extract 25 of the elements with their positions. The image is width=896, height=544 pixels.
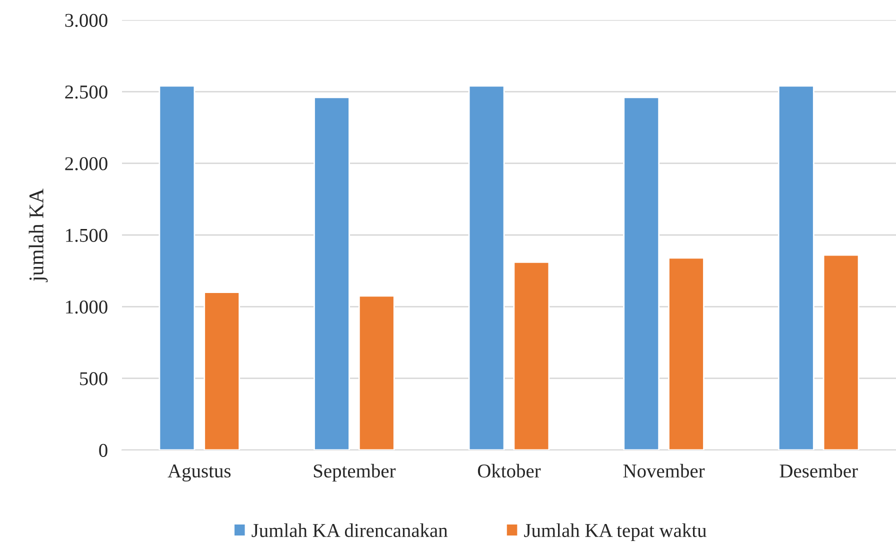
y-axis-title: jumlah KA bbox=[28, 188, 48, 282]
x-tick-label: September bbox=[314, 464, 396, 482]
x-tick-label: Desember bbox=[780, 464, 858, 478]
y-tick-label: 500 bbox=[80, 372, 108, 386]
bar bbox=[204, 292, 240, 450]
legend-label: Jumlah KA tepat waktu bbox=[524, 523, 706, 542]
bar bbox=[623, 96, 660, 450]
x-tick-label: Oktober bbox=[478, 464, 541, 478]
y-tick-label: 1.500 bbox=[66, 228, 108, 242]
y-tick-label: 0 bbox=[99, 444, 108, 457]
bar bbox=[314, 96, 350, 450]
y-tick-label: 2.500 bbox=[65, 85, 108, 99]
bar bbox=[668, 257, 704, 450]
bar bbox=[468, 85, 505, 450]
y-tick-label: 2.000 bbox=[65, 157, 108, 170]
bar bbox=[358, 295, 395, 450]
y-tick-label: 3.000 bbox=[65, 14, 108, 28]
x-tick-label: Agustus bbox=[168, 464, 231, 482]
legend-label: Jumlah KA direncanakan bbox=[252, 523, 448, 538]
y-tick-label: 1.000 bbox=[66, 300, 108, 314]
bar bbox=[822, 254, 860, 450]
bar bbox=[778, 85, 814, 450]
bar bbox=[513, 262, 550, 450]
bar bbox=[158, 85, 196, 450]
x-tick-label: November bbox=[623, 464, 705, 478]
